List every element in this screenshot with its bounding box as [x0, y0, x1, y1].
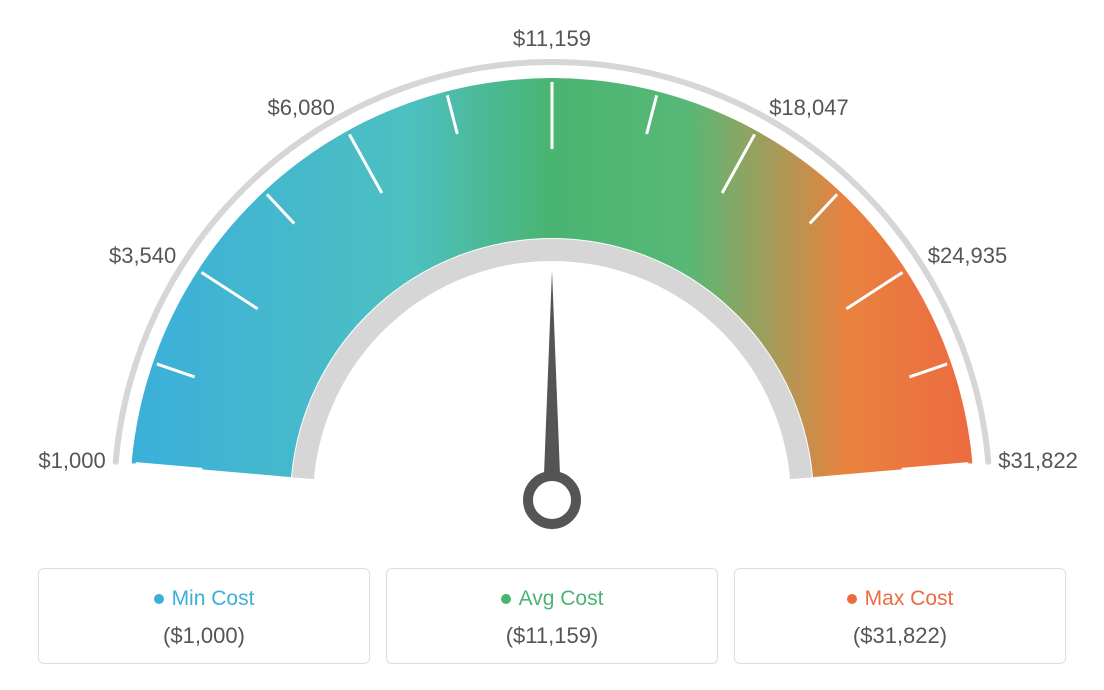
- gauge-tick-label: $1,000: [38, 448, 105, 474]
- gauge-area: $1,000 $3,540 $6,080 $11,159 $18,047 $24,935 $…: [0, 0, 1104, 530]
- gauge-tick-label: $24,935: [928, 243, 1008, 269]
- legend-value-avg: ($11,159): [397, 623, 707, 649]
- gauge-tick-label: $3,540: [109, 243, 176, 269]
- legend-label-avg: Avg Cost: [519, 587, 604, 611]
- legend-title-avg: Avg Cost: [397, 587, 707, 611]
- legend-card-avg: Avg Cost ($11,159): [386, 568, 718, 664]
- legend-row: Min Cost ($1,000) Avg Cost ($11,159) Max…: [0, 568, 1104, 664]
- gauge-tick-label: $18,047: [769, 95, 849, 121]
- gauge-tick-label: $6,080: [268, 95, 335, 121]
- gauge-tick-label: $11,159: [513, 26, 591, 52]
- legend-title-max: Max Cost: [745, 587, 1055, 611]
- gauge-tick-label: $31,822: [998, 448, 1078, 474]
- legend-card-min: Min Cost ($1,000): [38, 568, 370, 664]
- chart-container: $1,000 $3,540 $6,080 $11,159 $18,047 $24,935 $…: [0, 0, 1104, 690]
- legend-label-min: Min Cost: [172, 587, 255, 611]
- legend-title-min: Min Cost: [49, 587, 359, 611]
- legend-card-max: Max Cost ($31,822): [734, 568, 1066, 664]
- legend-dot-max: [847, 594, 857, 604]
- legend-label-max: Max Cost: [865, 587, 954, 611]
- legend-dot-min: [154, 594, 164, 604]
- legend-value-min: ($1,000): [49, 623, 359, 649]
- legend-dot-avg: [501, 594, 511, 604]
- legend-value-max: ($31,822): [745, 623, 1055, 649]
